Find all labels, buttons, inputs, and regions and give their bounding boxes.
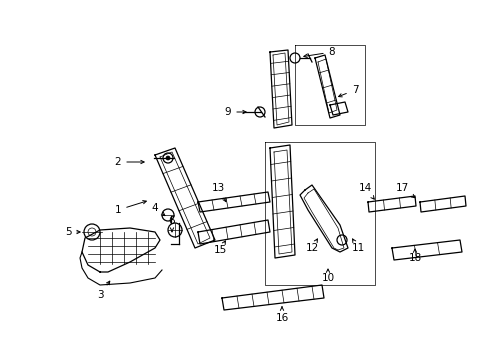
Text: 5: 5 xyxy=(64,227,80,237)
Text: 15: 15 xyxy=(213,241,226,255)
Text: 14: 14 xyxy=(358,183,373,199)
Text: 17: 17 xyxy=(395,183,414,198)
Text: 9: 9 xyxy=(224,107,245,117)
Text: 1: 1 xyxy=(115,201,146,215)
Text: 2: 2 xyxy=(115,157,144,167)
Text: 8: 8 xyxy=(303,47,335,58)
Text: 12: 12 xyxy=(305,239,318,253)
Text: 3: 3 xyxy=(97,281,109,300)
Text: 7: 7 xyxy=(338,85,358,97)
Text: 6: 6 xyxy=(168,216,175,231)
Circle shape xyxy=(165,156,170,160)
Text: 13: 13 xyxy=(211,183,225,202)
Text: 16: 16 xyxy=(275,307,288,323)
Text: 18: 18 xyxy=(407,249,421,263)
Text: 4: 4 xyxy=(151,203,164,216)
Text: 11: 11 xyxy=(351,239,364,253)
Text: 10: 10 xyxy=(321,269,334,283)
